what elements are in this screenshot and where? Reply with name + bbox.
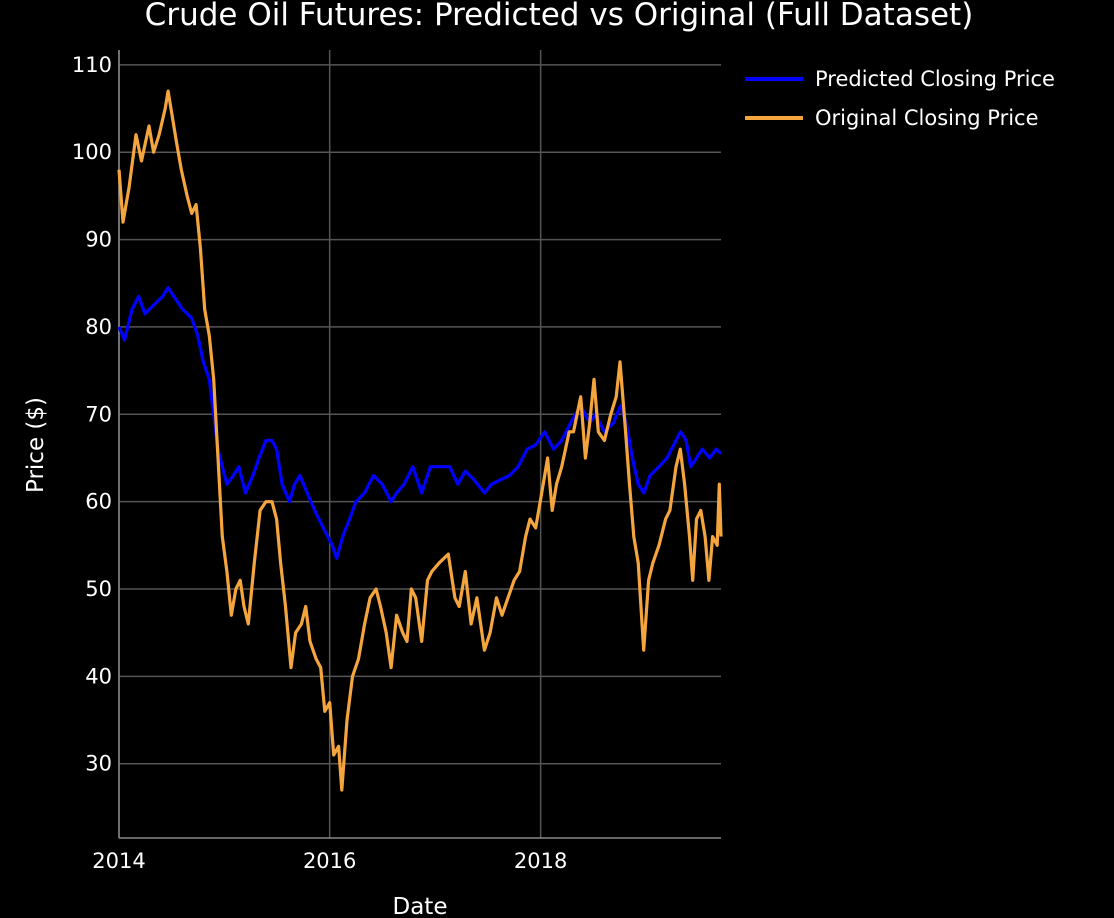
legend-item-predicted[interactable]: Predicted Closing Price	[745, 67, 1055, 91]
y-tick-label: 70	[85, 402, 112, 426]
y-tick-label: 100	[72, 140, 112, 164]
grid-layer	[118, 50, 721, 839]
series-layer	[117, 89, 723, 792]
tick-layer: 30 40 50 60 70 80 90 100 110 2014 2016 2018	[72, 53, 567, 873]
y-tick-label: 50	[85, 577, 112, 601]
x-tick-label: 2014	[92, 849, 145, 873]
legend-item-original[interactable]: Original Closing Price	[745, 106, 1039, 130]
y-tick-label: 110	[72, 53, 112, 77]
series-line-original	[117, 89, 723, 792]
y-tick-label: 60	[85, 490, 112, 514]
y-tick-label: 40	[85, 664, 112, 688]
series-line-predicted	[117, 286, 723, 560]
legend[interactable]: Predicted Closing Price Original Closing …	[745, 67, 1055, 130]
y-tick-label: 30	[85, 752, 112, 776]
x-tick-label: 2018	[514, 849, 567, 873]
y-tick-label: 90	[85, 228, 112, 252]
y-axis-label: Price ($)	[23, 397, 49, 493]
x-tick-label: 2016	[303, 849, 356, 873]
chart-title: Crude Oil Futures: Predicted vs Original…	[145, 0, 974, 33]
legend-label: Predicted Closing Price	[815, 67, 1055, 91]
y-tick-label: 80	[85, 315, 112, 339]
legend-label: Original Closing Price	[815, 106, 1039, 130]
x-axis-label: Date	[393, 894, 448, 918]
